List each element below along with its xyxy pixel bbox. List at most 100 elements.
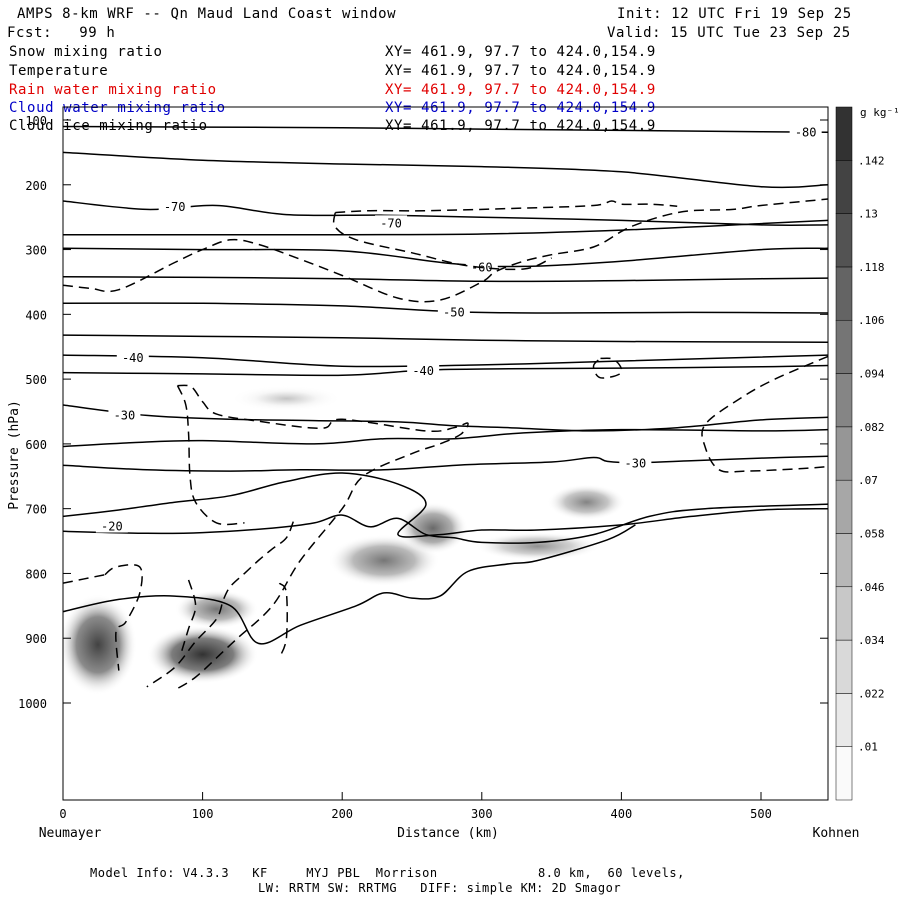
y-tick-label: 900	[25, 632, 47, 646]
colorbar-swatch	[835, 426, 853, 481]
snow-shade-blob	[474, 531, 601, 561]
contour-label: -40	[412, 364, 434, 378]
colorbar-tick-label: .142	[858, 154, 885, 167]
snow-shade-blob	[230, 385, 343, 412]
field-name: Cloud ice mixing ratio	[9, 118, 208, 134]
colorbar-swatch	[835, 533, 853, 588]
x-tick-label: 500	[750, 807, 772, 821]
y-tick-label: 700	[25, 503, 47, 517]
colorbar-swatch	[835, 213, 853, 268]
colorbar-swatch	[835, 266, 853, 321]
axis-labels: Pressure (hPa) Distance (km) Neumayer Ko…	[7, 400, 859, 841]
colorbar-tick-label: .034	[858, 634, 885, 647]
field-name: Cloud water mixing ratio	[9, 100, 226, 116]
contour-label: -30	[114, 409, 136, 423]
temperature-contour	[63, 125, 828, 134]
y-tick-label: 400	[25, 308, 47, 322]
contour-label-bg	[158, 199, 191, 214]
cloud-ice-contour	[176, 385, 245, 526]
contour-label-bg	[437, 304, 470, 319]
field-xy: XY= 461.9, 97.7 to 424.0,154.9	[385, 44, 656, 60]
cloud-ice-contour	[332, 212, 552, 271]
cloud-ice-contour	[146, 521, 295, 688]
x-axis-title: Distance (km)	[397, 826, 499, 841]
contour-label: -80	[795, 126, 817, 140]
forecast-hour: Fcst: 99 h	[7, 25, 116, 41]
colorbar-unit: g kg⁻¹	[860, 106, 900, 119]
cloud-ice-contour	[63, 198, 828, 303]
cloud-ice-contour	[335, 200, 678, 214]
contour-label-bg	[789, 124, 822, 139]
y-tick-label: 500	[25, 373, 47, 387]
snow-shade-blob	[174, 589, 259, 629]
contour-label-bg	[619, 455, 652, 470]
contour-label-bg	[108, 407, 141, 422]
colorbar-swatch	[835, 319, 853, 374]
colorbar: .01 .022 .034 .046 .058 .07 .082 .094 .106 .118 .1…	[835, 106, 900, 801]
field-xy: XY= 461.9, 97.7 to 424.0,154.9	[385, 100, 656, 116]
colorbar-tick-label: .01	[858, 741, 878, 754]
contour-label-bg	[116, 350, 149, 365]
cloud-ice-contours	[63, 198, 828, 691]
snow-shade-blob	[146, 625, 259, 684]
colorbar-swatch	[835, 746, 853, 801]
contour-label-bg	[407, 363, 440, 378]
temperature-contour	[63, 151, 828, 189]
cloud-ice-contour	[104, 563, 143, 671]
temperature-contour	[63, 455, 828, 472]
contour-label-bg	[465, 259, 498, 274]
colorbar-swatch	[835, 479, 853, 534]
y-tick-label: 300	[25, 244, 47, 258]
plot-frame	[62, 106, 829, 801]
y-tick-label: 800	[25, 567, 47, 581]
colorbar-tick-label: .106	[858, 314, 885, 327]
cloud-ice-contour	[180, 579, 197, 652]
y-tick-label: 100	[25, 114, 47, 128]
x-tick-label: 0	[59, 807, 66, 821]
colorbar-swatch	[835, 106, 853, 161]
field-xy: XY= 461.9, 97.7 to 424.0,154.9	[385, 63, 656, 79]
colorbar-swatch	[835, 639, 853, 694]
colorbar-swatch	[835, 160, 853, 214]
colorbar-tick-label: .082	[858, 421, 885, 434]
cloud-ice-contour	[174, 384, 469, 691]
temperature-contour	[63, 334, 828, 343]
temperature-contour	[63, 247, 828, 268]
cloud-ice-contour	[278, 582, 288, 658]
model-info-line1: Model Info: V4.3.3 KF MYJ PBL Morrison 8…	[90, 866, 685, 880]
cloud-ice-contour	[63, 573, 106, 584]
contour-label: -50	[443, 306, 465, 320]
contour-label: -40	[122, 351, 144, 365]
x-tick-label: 300	[471, 807, 493, 821]
cloud-ice-contour	[701, 355, 828, 473]
y-tick-label: 600	[25, 438, 47, 452]
temperature-contour	[63, 219, 828, 236]
y-tick-label: 1000	[18, 697, 47, 711]
temperature-contour	[63, 503, 828, 544]
contour-label: -70	[380, 216, 402, 230]
x-tick-label: 200	[331, 807, 353, 821]
field-name: Snow mixing ratio	[9, 44, 163, 60]
contour-label-bg	[375, 215, 408, 230]
temperature-contour	[63, 404, 828, 432]
temperature-contours: -80-70-70-60-50-40-40-30-30-20	[63, 124, 828, 645]
temperature-contour	[63, 524, 636, 645]
model-info-line2: LW: RRTM SW: RRTMG DIFF: simple KM: 2D S…	[258, 881, 622, 895]
axis-frame: 100 200 300 400 500 600 700 800 900 1000 0 100 200 30…	[18, 106, 829, 821]
colorbar-tick-label: .094	[858, 368, 885, 381]
colorbar-tick-label: .118	[858, 261, 885, 274]
temperature-contour	[63, 276, 828, 283]
colorbar-tick-label: .022	[858, 687, 885, 700]
colorbar-tick-label: .046	[858, 581, 885, 594]
y-tick-label: 200	[25, 179, 47, 193]
temperature-contour	[63, 364, 828, 377]
temperature-contour	[63, 472, 828, 538]
cloud-ice-contour	[592, 357, 623, 379]
contour-label: -30	[625, 457, 647, 471]
field-name: Rain water mixing ratio	[9, 82, 217, 98]
temperature-contour	[63, 428, 828, 448]
chart-title: AMPS 8-km WRF -- Qn Maud Land Coast wind…	[17, 6, 397, 22]
init-time: Init: 12 UTC Fri 19 Sep 25	[617, 6, 852, 22]
contour-label-bg	[95, 518, 128, 533]
